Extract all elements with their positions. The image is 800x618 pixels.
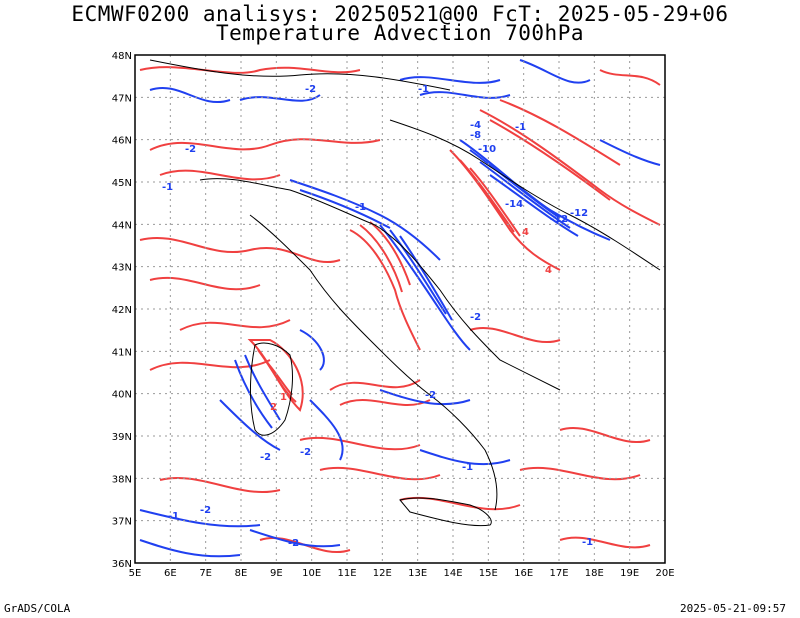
contour-label: -10: [478, 144, 496, 155]
lat-tick-label: 45N: [112, 178, 132, 189]
contour-label: -1: [515, 122, 526, 133]
lon-tick-label: 11E: [337, 568, 356, 579]
contour-label: -2: [425, 390, 436, 401]
lat-tick-label: 37N: [112, 517, 132, 528]
latitude-tick-labels: 48N 47N 46N 45N 44N 43N 42N 41N 40N 39N 38N 37N 36N: [112, 51, 132, 570]
lon-tick-label: 13E: [408, 568, 427, 579]
contour-label: -2: [260, 452, 271, 463]
map-subtitle: Temperature Advection 700hPa: [215, 21, 584, 45]
lat-tick-label: 43N: [112, 263, 132, 274]
lat-tick-label: 40N: [112, 390, 132, 401]
contour-label: -4: [470, 120, 481, 131]
footer-software-label: GrADS/COLA: [4, 602, 71, 615]
contour-label: -8: [470, 130, 481, 141]
lat-tick-label: 47N: [112, 93, 132, 104]
lon-tick-label: 17E: [549, 568, 568, 579]
lon-tick-label: 5E: [129, 568, 142, 579]
contour-label: 4: [545, 265, 552, 276]
lon-tick-label: 15E: [479, 568, 498, 579]
lat-lon-grid: [135, 55, 665, 563]
contour-label: -2: [305, 84, 316, 95]
positive-contours: [139, 66, 661, 553]
contour-label: -2: [185, 144, 196, 155]
lon-tick-label: 6E: [164, 568, 177, 579]
lon-tick-label: 12E: [373, 568, 392, 579]
negative-contours: [139, 59, 661, 558]
footer-timestamp: 2025-05-21-09:57: [680, 602, 786, 615]
lat-tick-label: 38N: [112, 474, 132, 485]
lat-tick-label: 44N: [112, 220, 132, 231]
map-title: ECMWF0200 analisys: 20250521@00 FcT: 202…: [71, 2, 729, 26]
lat-tick-label: 46N: [112, 136, 132, 147]
contour-label: -1: [162, 182, 173, 193]
contour-label: 1: [280, 392, 287, 403]
contour-label: -12: [550, 214, 568, 225]
coastline: [149, 59, 661, 527]
contour-label: -2: [470, 312, 481, 323]
contour-label: -1: [418, 84, 429, 95]
longitude-tick-labels: 5E 6E 7E 8E 9E 10E 11E 12E 13E 14E 15E 16E 17E 18E 19E…: [129, 568, 675, 579]
contour-label: -2: [300, 447, 311, 458]
lon-tick-label: 16E: [514, 568, 533, 579]
contour-label: -12: [570, 208, 588, 219]
contour-labels: -2 -1-2-1-4-10-14-12-12-84-1-1-212-2-2-1-…: [162, 84, 593, 549]
contour-label: -2: [200, 505, 211, 516]
lon-tick-label: 10E: [302, 568, 321, 579]
lat-tick-label: 48N: [112, 51, 132, 62]
lat-tick-label: 42N: [112, 305, 132, 316]
contour-label: -14: [505, 199, 523, 210]
lon-tick-label: 9E: [270, 568, 283, 579]
lat-tick-label: 41N: [112, 347, 132, 358]
contour-label: 2: [270, 402, 277, 413]
contour-label: -1: [582, 537, 593, 548]
lat-tick-label: 36N: [112, 559, 132, 570]
contour-field: [139, 59, 661, 558]
contour-label: 4: [522, 227, 529, 238]
contour-label: -1: [168, 511, 179, 522]
lon-tick-label: 20E: [655, 568, 674, 579]
lon-tick-label: 14E: [443, 568, 462, 579]
contour-label: -2: [288, 538, 299, 549]
lon-tick-label: 18E: [585, 568, 604, 579]
lon-tick-label: 19E: [620, 568, 639, 579]
lat-tick-label: 39N: [112, 432, 132, 443]
plot-frame: [134, 54, 666, 564]
contour-label: -1: [462, 462, 473, 473]
lon-tick-label: 8E: [235, 568, 248, 579]
contour-label: -1: [355, 202, 366, 213]
lon-tick-label: 7E: [199, 568, 212, 579]
